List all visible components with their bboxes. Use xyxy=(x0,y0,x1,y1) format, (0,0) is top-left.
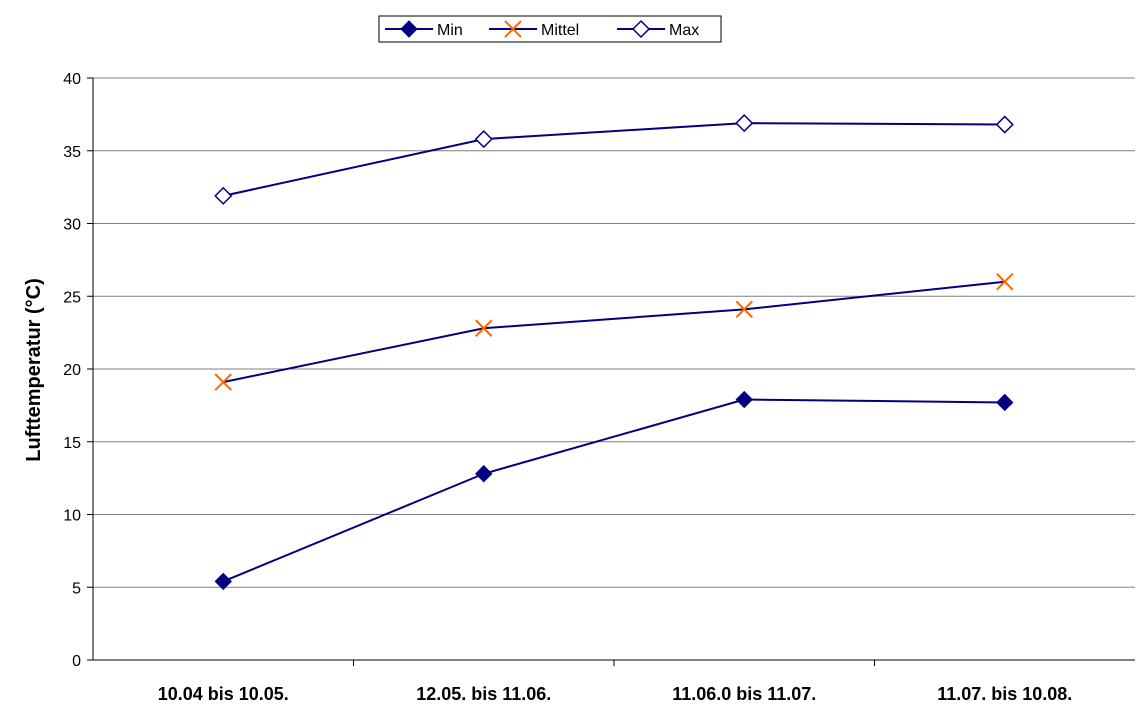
legend: Min Mittel Max xyxy=(378,15,722,43)
legend-marker-mittel xyxy=(504,20,522,38)
x-marker-stroke xyxy=(735,300,753,319)
series-max xyxy=(214,114,1014,205)
y-tick-label: 25 xyxy=(63,289,81,306)
data-point-min xyxy=(735,390,753,409)
legend-item-max: Max xyxy=(617,19,699,39)
y-tick-label: 30 xyxy=(63,217,81,234)
data-point-mittel xyxy=(475,319,493,337)
x-marker-stroke xyxy=(475,319,493,337)
y-tick-labels: 0 5 10 15 20 25 30 35 40 xyxy=(63,71,81,670)
legend-label-max: Max xyxy=(669,22,699,39)
series-min xyxy=(214,390,1014,591)
x-marker-stroke xyxy=(996,272,1014,291)
data-point-min xyxy=(996,393,1014,412)
y-tick-label: 35 xyxy=(63,144,81,161)
y-tick-label: 20 xyxy=(63,362,81,379)
legend-item-min: Min xyxy=(385,20,463,39)
legend-marker-max xyxy=(631,19,651,39)
legend-label-min: Min xyxy=(437,22,463,39)
x-tick-label: 11.06.0 bis 11.07. xyxy=(672,684,816,704)
y-tick-label: 0 xyxy=(72,653,81,670)
y-tick-label: 5 xyxy=(72,580,81,597)
series-mittel xyxy=(214,272,1014,391)
x-tick-labels: 10.04 bis 10.05. 12.05. bis 11.06. 11.06.0… xyxy=(158,684,1073,704)
data-point-max xyxy=(995,115,1014,134)
x-tick-label: 10.04 bis 10.05. xyxy=(158,684,289,704)
legend-label-mittel: Mittel xyxy=(541,22,579,39)
data-point-mittel xyxy=(996,272,1014,291)
series-group xyxy=(214,114,1014,591)
y-axis-label: Lufttemperatur (°C) xyxy=(23,278,45,462)
gridlines xyxy=(93,77,1135,588)
data-point-max xyxy=(735,114,754,133)
series-line-mittel xyxy=(223,280,1005,384)
data-point-min xyxy=(475,465,493,483)
series-line-min xyxy=(222,398,1005,583)
x-tick-label: 12.05. bis 11.06. xyxy=(416,684,551,704)
y-tick-label: 40 xyxy=(63,71,81,88)
data-point-min xyxy=(214,572,232,591)
series-line-max xyxy=(223,122,1005,197)
data-point-mittel xyxy=(214,373,232,391)
y-tick-label: 10 xyxy=(63,508,81,525)
y-tick-label: 15 xyxy=(63,435,81,452)
x-marker-stroke xyxy=(504,20,522,38)
data-point-mittel xyxy=(735,300,753,319)
x-tick-label: 11.07. bis 10.08. xyxy=(937,684,1072,704)
data-point-max xyxy=(474,130,493,149)
x-marker-stroke xyxy=(214,373,232,391)
legend-item-mittel: Mittel xyxy=(489,20,579,39)
data-point-max xyxy=(214,186,233,205)
axes xyxy=(87,77,1135,666)
legend-marker-min xyxy=(400,20,418,38)
